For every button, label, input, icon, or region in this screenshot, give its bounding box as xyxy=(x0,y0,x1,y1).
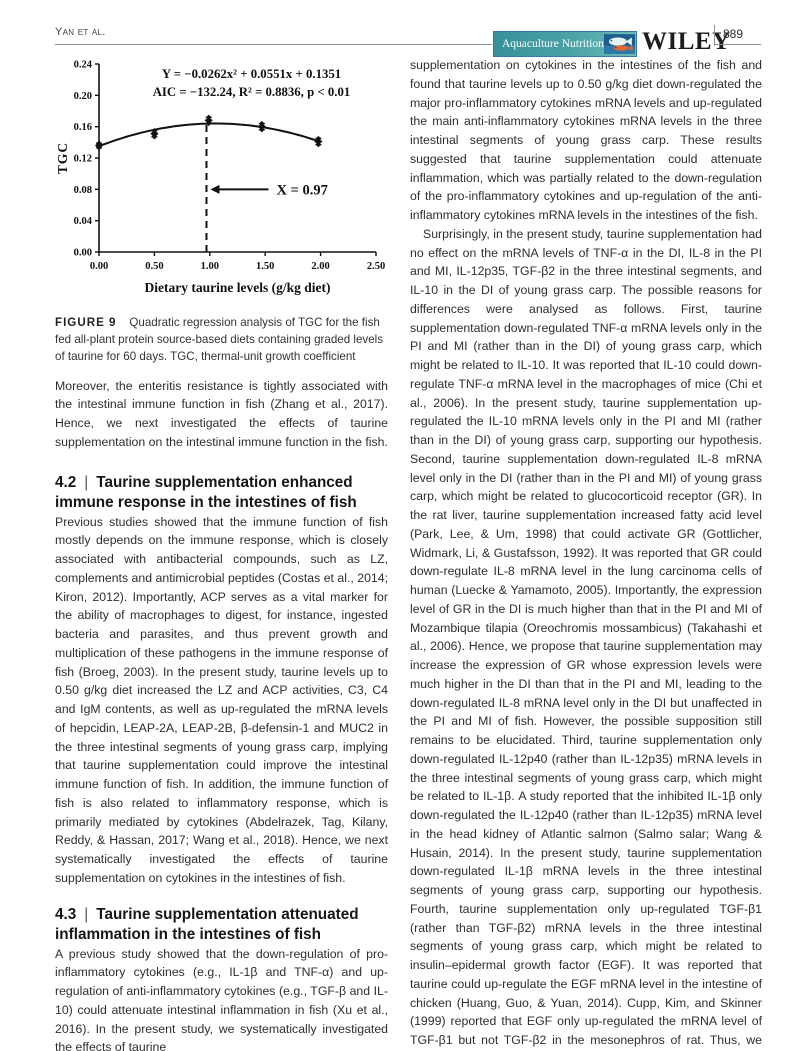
svg-text:2.00: 2.00 xyxy=(311,261,329,272)
figure-caption-text: Quadratic regression analysis of TGC for… xyxy=(55,316,384,363)
svg-text:Dietary taurine levels (g/kg d: Dietary taurine levels (g/kg diet) xyxy=(145,280,331,295)
svg-text:0.50: 0.50 xyxy=(145,261,163,272)
svg-text:TGC: TGC xyxy=(55,142,70,174)
paragraph-4-2: Previous studies showed that the immune … xyxy=(55,514,388,885)
svg-text:0.08: 0.08 xyxy=(74,185,92,196)
svg-text:0.16: 0.16 xyxy=(74,122,92,133)
right-column: supplementation on cytokines in the inte… xyxy=(410,56,762,1051)
section-number: 4.2 xyxy=(55,473,77,491)
svg-text:0.00: 0.00 xyxy=(90,261,108,272)
section-title: Taurine supplementation attenuated infla… xyxy=(55,905,359,943)
publisher-logo: WILEY xyxy=(642,28,731,55)
svg-text:2.50: 2.50 xyxy=(367,261,385,272)
paragraph-discussion-2: Surprisingly, in the present study, taur… xyxy=(410,226,762,1047)
svg-text:0.04: 0.04 xyxy=(74,216,93,227)
section-number: 4.3 xyxy=(55,905,77,923)
section-heading-4-2: 4.2 | Taurine supplementation enhanced imm… xyxy=(55,473,388,513)
figure-caption: FIGURE 9 Quadratic regression analysis o… xyxy=(55,314,388,365)
journal-badge: Aquaculture Nutrition xyxy=(493,31,637,57)
section-divider: | xyxy=(84,905,89,923)
page-header: Yan et al. Aquaculture Nutrition WILEY 8… xyxy=(0,0,800,60)
header-rule-left xyxy=(55,44,492,45)
svg-text:1.50: 1.50 xyxy=(256,261,274,272)
paragraph-moreover: Moreover, the enteritis resistance is ti… xyxy=(55,378,388,449)
journal-badge-title: Aquaculture Nutrition xyxy=(502,38,604,50)
section-divider: | xyxy=(84,473,89,491)
header-divider xyxy=(714,25,715,46)
section-title: Taurine supplementation enhanced immune … xyxy=(55,473,357,511)
figure-caption-label: FIGURE 9 xyxy=(55,316,117,329)
svg-text:0.24: 0.24 xyxy=(74,60,93,71)
paragraph-discussion-1: supplementation on cytokines in the inte… xyxy=(410,58,762,222)
left-column: 0.00 0.04 0.08 0.12 0.16 0.20 0.24 0.00 0.50 1.00… xyxy=(55,56,388,1051)
page-number: 889 xyxy=(723,27,744,41)
svg-text:0.00: 0.00 xyxy=(74,248,92,259)
paragraph-4-3: A previous study showed that the down-re… xyxy=(55,946,388,1051)
svg-text:0.20: 0.20 xyxy=(74,91,92,102)
quadratic-regression-plot: 0.00 0.04 0.08 0.12 0.16 0.20 0.24 0.00 0.50 1.00… xyxy=(55,60,385,296)
svg-text:Y = −0.0262x² + 0.0551x + 0.13: Y = −0.0262x² + 0.0551x + 0.1351 xyxy=(162,67,341,81)
svg-text:X = 0.97: X = 0.97 xyxy=(276,182,327,198)
svg-text:0.12: 0.12 xyxy=(74,154,92,165)
section-heading-4-3: 4.3 | Taurine supplementation attenuated i… xyxy=(55,905,388,945)
svg-text:AIC = −132.24, R² = 0.8836, p: AIC = −132.24, R² = 0.8836, p < 0.01 xyxy=(153,85,351,99)
running-head: Yan et al. xyxy=(55,26,106,38)
figure-9-chart: 0.00 0.04 0.08 0.12 0.16 0.20 0.24 0.00 0.50 1.00… xyxy=(55,56,390,306)
header-rule-right xyxy=(714,44,761,45)
two-column-layout: 0.00 0.04 0.08 0.12 0.16 0.20 0.24 0.00 0.50 1.00… xyxy=(55,56,762,1051)
fish-illustration-icon xyxy=(603,34,635,54)
svg-text:1.00: 1.00 xyxy=(201,261,219,272)
